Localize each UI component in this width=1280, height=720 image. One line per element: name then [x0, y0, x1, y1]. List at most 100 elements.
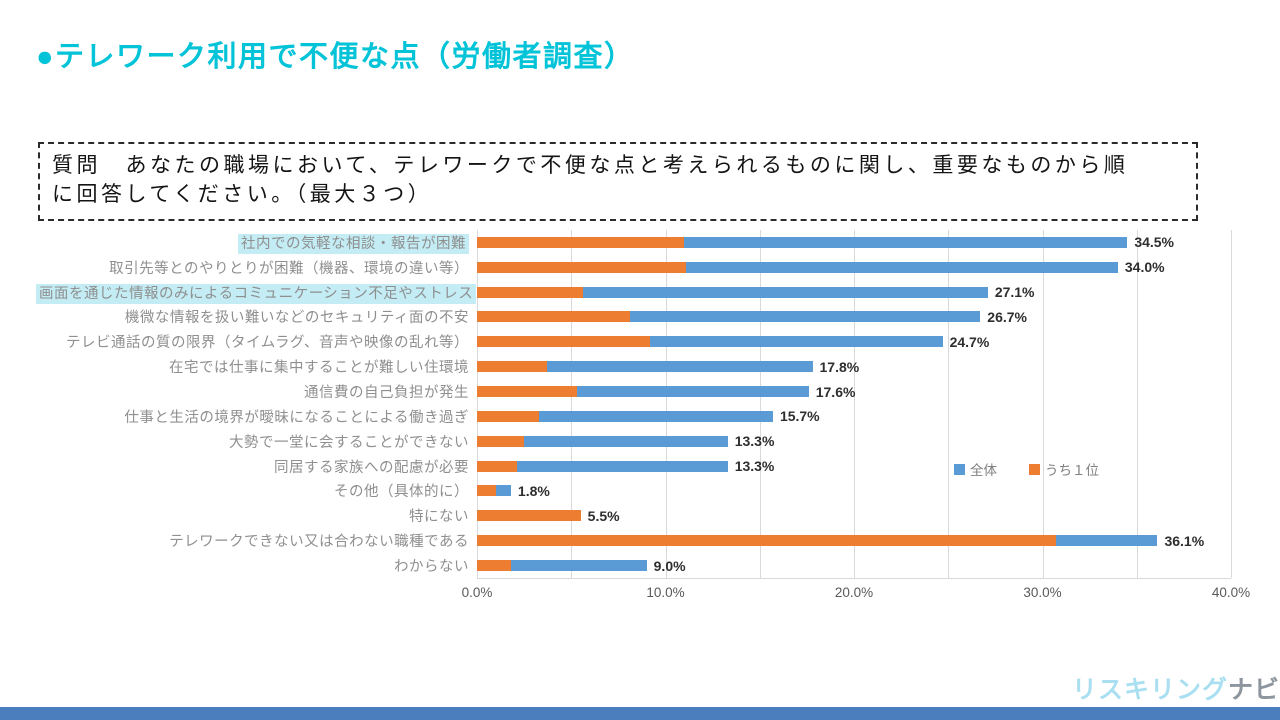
chart-row: 特にない 5.5% — [36, 503, 1244, 528]
chart-rows: 社内での気軽な相談・報告が困難 34.5% 取引先等とのやりとりが困難（機器、環境の… — [36, 230, 1244, 578]
plot-area — [477, 230, 1232, 579]
bar-area: 27.1% — [477, 284, 1231, 300]
bar-first-place-segment — [477, 560, 511, 572]
legend-item-first: うち１位 — [1029, 459, 1099, 479]
gridline — [948, 230, 950, 578]
bar-total-segment — [629, 311, 981, 323]
chart-row: 取引先等とのやりとりが困難（機器、環境の違い等） 34.0% — [36, 255, 1244, 280]
bar-area: 13.3% — [477, 433, 1231, 449]
chart-row: 大勢で一堂に会することができない 13.3% — [36, 429, 1244, 454]
category-label-text: 通信費の自己負担が発生 — [304, 385, 469, 402]
bar-area: 36.1% — [477, 533, 1231, 549]
telework-bar-chart: 社内での気軽な相談・報告が困難 34.5% 取引先等とのやりとりが困難（機器、環境の… — [36, 230, 1251, 610]
bar-area: 26.7% — [477, 309, 1231, 325]
x-axis-tick-label: 10.0% — [646, 585, 685, 600]
chart-row: 通信費の自己負担が発生 17.6% — [36, 379, 1244, 404]
chart-row: テレワークできない又は合わない職種である 36.1% — [36, 528, 1244, 553]
category-label-text: わからない — [394, 559, 469, 576]
gridline — [571, 230, 573, 578]
bar-first-place-segment — [477, 261, 687, 273]
category-label: 仕事と生活の境界が曖昧になることによる働き過ぎ — [36, 406, 477, 427]
value-label: 13.3% — [734, 458, 775, 475]
legend-label-total: 全体 — [970, 463, 997, 478]
bar-first-place-segment — [477, 311, 630, 323]
value-label: 5.5% — [587, 507, 620, 524]
value-label: 15.7% — [779, 408, 820, 425]
legend: 全体 うち１位 — [954, 459, 1099, 479]
footer-bar — [0, 707, 1280, 720]
bar-first-place-segment — [477, 435, 525, 447]
category-label-text: 仕事と生活の境界が曖昧になることによる働き過ぎ — [124, 409, 469, 426]
bar-total-segment — [539, 410, 773, 422]
legend-item-total: 全体 — [954, 459, 997, 479]
category-label: 画面を通じた情報のみによるコミュニケーション不足やストレス — [36, 282, 477, 304]
bar-area: 1.8% — [477, 482, 1231, 499]
value-label: 24.7% — [949, 333, 990, 350]
logo-part-gray: ナビ — [1228, 676, 1280, 704]
category-label-text: 機微な情報を扱い難いなどのセキュリティ面の不安 — [124, 310, 469, 327]
category-label: 通信費の自己負担が発生 — [36, 381, 477, 402]
category-label-text: 大勢で一堂に会することができない — [229, 434, 469, 451]
chart-row: その他（具体的に） 1.8% — [36, 479, 1244, 504]
question-box: 質問 あなたの職場において、テレワークで不便な点と考えられるものに関し、重要なも… — [38, 142, 1198, 221]
x-axis: 0.0% 10.0% 20.0% 30.0% 40.0% — [462, 585, 1251, 605]
category-label: 機微な情報を扱い難いなどのセキュリティ面の不安 — [36, 306, 477, 327]
category-label: テレビ通話の質の限界（タイムラグ、音声や映像の乱れ等） — [36, 331, 477, 352]
bar-first-place-segment — [477, 336, 651, 348]
legend-swatch-first-icon — [1029, 463, 1040, 475]
bar-first-place-segment — [477, 236, 685, 248]
bar-total-segment — [582, 286, 988, 298]
chart-row: 機微な情報を扱い難いなどのセキュリティ面の不安 26.7% — [36, 305, 1244, 330]
legend-label-first: うち１位 — [1045, 463, 1099, 478]
bar-total-segment — [524, 435, 728, 447]
gridline — [854, 230, 855, 578]
category-label: わからない — [36, 555, 477, 576]
category-label-text: テレビ通話の質の限界（タイムラグ、音声や映像の乱れ等） — [66, 335, 469, 352]
bar-area: 15.7% — [477, 408, 1231, 425]
chart-row: わからない 9.0% — [36, 553, 1244, 578]
bar-total-segment — [510, 560, 647, 572]
value-label: 34.5% — [1134, 234, 1175, 251]
value-label: 17.8% — [819, 358, 860, 375]
bar-area: 13.3% — [477, 458, 1231, 475]
value-label: 17.6% — [815, 383, 856, 400]
gridline — [1042, 230, 1044, 578]
value-label: 34.0% — [1124, 259, 1165, 276]
bar-first-place-segment — [477, 410, 540, 422]
category-label: その他（具体的に） — [36, 480, 477, 501]
chart-row: テレビ通話の質の限界（タイムラグ、音声や映像の乱れ等） 24.7% — [36, 329, 1244, 354]
category-label-text: 取引先等とのやりとりが困難（機器、環境の違い等） — [109, 260, 469, 277]
value-label: 9.0% — [653, 557, 686, 574]
legend-swatch-total-icon — [954, 463, 965, 475]
category-label: 在宅では仕事に集中することが難しい住環境 — [36, 356, 477, 377]
bar-first-place-segment — [477, 485, 496, 497]
chart-row: 在宅では仕事に集中することが難しい住環境 17.8% — [36, 354, 1244, 379]
bar-first-place-segment — [477, 510, 581, 522]
category-label: 社内での気軽な相談・報告が困難 — [36, 232, 477, 254]
bar-first-place-segment — [477, 386, 577, 398]
bar-area: 9.0% — [477, 557, 1231, 574]
logo-part-cyan: リスキリング — [1072, 676, 1229, 704]
question-line-2: に回答してください。（最大３つ） — [52, 182, 433, 206]
bar-total-segment — [686, 261, 1118, 273]
category-label: テレワークできない又は合わない職種である — [36, 530, 477, 551]
bar-total-segment — [1055, 535, 1158, 547]
category-label-text: その他（具体的に） — [334, 484, 469, 501]
bar-total-segment — [684, 236, 1128, 248]
chart-row: 仕事と生活の境界が曖昧になることによる働き過ぎ 15.7% — [36, 404, 1244, 429]
chart-row: 同居する家族への配慮が必要 13.3% — [36, 454, 1244, 479]
bar-total-segment — [650, 336, 943, 348]
bar-area: 24.7% — [477, 333, 1231, 350]
bar-total-segment — [546, 361, 813, 373]
bar-area: 17.6% — [477, 383, 1231, 400]
category-label-text: 特にない — [409, 509, 469, 526]
value-label: 1.8% — [517, 482, 550, 499]
x-axis-tick-label: 30.0% — [1023, 585, 1062, 600]
chart-row: 社内での気軽な相談・報告が困難 34.5% — [36, 230, 1244, 255]
question-line-1: 質問 あなたの職場において、テレワークで不便な点と考えられるものに関し、重要なも… — [52, 153, 1129, 177]
x-axis-tick-label: 40.0% — [1211, 585, 1251, 600]
gridline — [759, 230, 761, 578]
bar-total-segment — [495, 485, 511, 497]
bar-area: 5.5% — [477, 507, 1231, 524]
gridline — [665, 230, 667, 578]
